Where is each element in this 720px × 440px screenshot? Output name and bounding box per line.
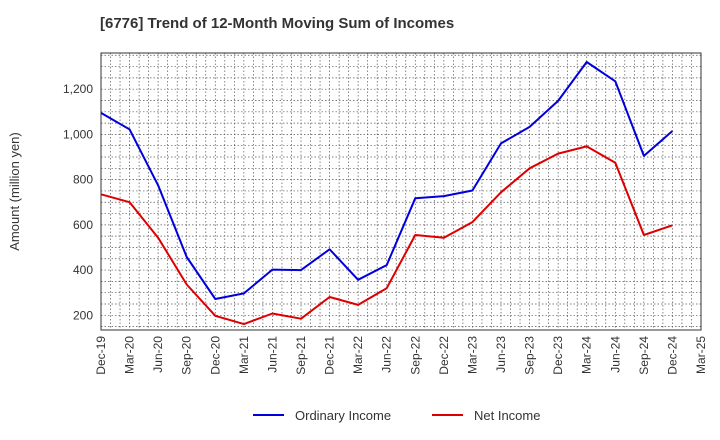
plot-area-frame bbox=[100, 52, 702, 331]
y-tick-label: 1,000 bbox=[63, 127, 93, 141]
x-tick-label: Mar-25 bbox=[694, 336, 708, 374]
legend-label-ordinary-income: Ordinary Income bbox=[295, 408, 391, 423]
series-lines bbox=[100, 61, 674, 326]
y-tick-label: 200 bbox=[73, 308, 93, 322]
x-tick-label: Dec-20 bbox=[208, 336, 222, 375]
y-tick-label: 1,200 bbox=[63, 82, 93, 96]
x-tick-label: Sep-23 bbox=[523, 336, 537, 375]
x-tick-label: Mar-22 bbox=[351, 336, 365, 374]
x-tick-label: Mar-24 bbox=[580, 336, 594, 374]
x-tick-label: Mar-23 bbox=[465, 336, 479, 374]
x-tick-label: Sep-21 bbox=[294, 336, 308, 375]
x-axis-tick-labels: Dec-19 Mar-20 Jun-20 Sep-20 Dec-20 Mar-21 Jun-… bbox=[94, 336, 708, 375]
y-tick-label: 600 bbox=[73, 218, 93, 232]
x-tick-label: Jun-24 bbox=[608, 336, 622, 373]
legend: Ordinary Income Net Income bbox=[253, 408, 540, 423]
x-tick-label: Jun-22 bbox=[380, 336, 394, 373]
x-tick-label: Dec-24 bbox=[665, 336, 679, 375]
x-tick-label: Sep-20 bbox=[180, 336, 194, 375]
x-tick-label: Sep-24 bbox=[637, 336, 651, 375]
x-tick-label: Sep-22 bbox=[408, 336, 422, 375]
x-tick-label: Dec-19 bbox=[94, 336, 108, 375]
series-line-ordinary-income bbox=[100, 61, 674, 300]
legend-label-net-income: Net Income bbox=[474, 408, 540, 423]
x-tick-label: Jun-20 bbox=[151, 336, 165, 373]
y-tick-label: 400 bbox=[73, 263, 93, 277]
x-tick-label: Dec-23 bbox=[551, 336, 565, 375]
y-axis-title: Amount (million yen) bbox=[7, 132, 22, 251]
x-tick-label: Jun-23 bbox=[494, 336, 508, 373]
x-tick-label: Mar-21 bbox=[237, 336, 251, 374]
y-tick-label: 800 bbox=[73, 173, 93, 187]
x-tick-label: Mar-20 bbox=[123, 336, 137, 374]
chart-title: [6776] Trend of 12-Month Moving Sum of I… bbox=[100, 15, 455, 32]
x-tick-label: Dec-22 bbox=[437, 336, 451, 375]
y-axis-tick-labels: 200 400 600 800 1,000 1,200 bbox=[63, 82, 93, 322]
series-line-net-income bbox=[100, 145, 673, 326]
x-tick-label: Dec-21 bbox=[323, 336, 337, 375]
x-tick-label: Jun-21 bbox=[265, 336, 279, 373]
